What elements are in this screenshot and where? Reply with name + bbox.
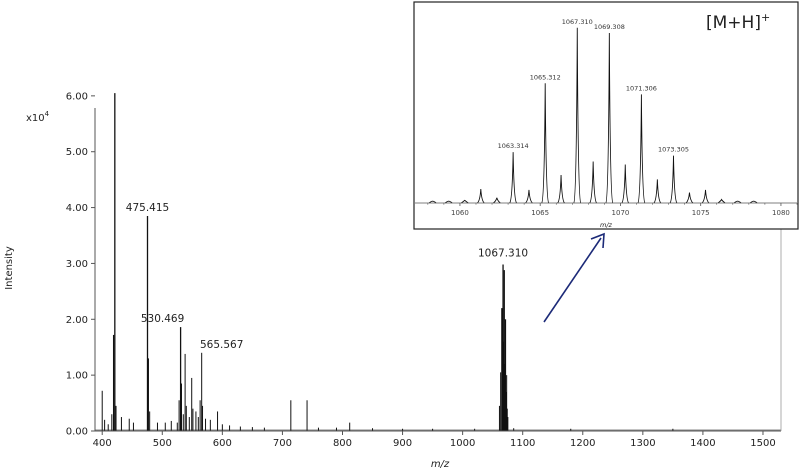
x-axis-title: m/z xyxy=(431,459,450,470)
inset-spectrum-peak xyxy=(685,192,694,204)
peak-label: 565.567 xyxy=(200,339,243,351)
arrow-head xyxy=(590,232,605,249)
inset-title: [M+H]+ xyxy=(706,11,770,33)
inset-x-tick-label: 1065 xyxy=(531,209,549,217)
inset-spectrum-peak xyxy=(541,83,550,204)
main-peak-labels: 475.415 530.469 565.567 1067.310 xyxy=(126,202,528,351)
y-tick-label: 6.00 xyxy=(66,91,88,102)
inset-spectrum-peak xyxy=(749,200,758,204)
inset-spectrum-peaks xyxy=(428,27,758,204)
inset-spectrum-peak xyxy=(653,179,662,204)
inset-isotope-plot: 1060 1065 1070 1075 1080 1063.3141065.312106… xyxy=(413,1,799,230)
inset-x-tick-label: 1080 xyxy=(772,209,790,217)
inset-spectrum-peak xyxy=(509,152,518,204)
peak-label: 475.415 xyxy=(126,202,169,214)
y-multiplier-exponent: 4 xyxy=(45,110,50,118)
inset-peak-label: 1069.308 xyxy=(594,23,625,31)
x-tick-label: 1400 xyxy=(690,438,715,449)
y-tick-label: 5.00 xyxy=(66,147,88,158)
y-axis-multiplier: x104 xyxy=(26,110,50,124)
x-tick-label: 600 xyxy=(213,438,232,449)
y-tick-label: 1.00 xyxy=(66,371,88,382)
main-spectrum-peaks xyxy=(101,93,674,431)
y-axis-title: Intensity xyxy=(4,246,15,290)
inset-spectrum-peak xyxy=(525,189,533,204)
inset-peak-label: 1073.305 xyxy=(658,146,689,154)
x-tick-label: 500 xyxy=(153,438,172,449)
arrow-shaft xyxy=(543,237,602,323)
inset-frame xyxy=(413,1,799,230)
inset-title-base: [M+H] xyxy=(706,13,761,33)
inset-spectrum-peak xyxy=(460,199,469,204)
x-tick-label: 1000 xyxy=(450,438,475,449)
inset-spectrum-peak xyxy=(637,94,646,204)
inset-spectrum-peak xyxy=(701,189,710,204)
peak-label: 1067.310 xyxy=(478,248,528,260)
x-tick-label: 1500 xyxy=(750,438,775,449)
y-tick-label: 2.00 xyxy=(66,315,88,326)
inset-x-axis-title: m/z xyxy=(600,221,613,229)
inset-spectrum-peak xyxy=(605,33,614,204)
peak-label: 530.469 xyxy=(141,313,184,325)
y-tick-label: 0.00 xyxy=(66,427,88,438)
inset-x-tick-label: 1070 xyxy=(612,209,630,217)
x-tick-label: 900 xyxy=(393,438,412,449)
inset-spectrum-peak xyxy=(621,164,630,204)
y-axis-ticks: 0.00 1.00 2.00 3.00 4.00 5.00 6.00 xyxy=(66,91,95,438)
inset-peak-label: 1063.314 xyxy=(498,142,529,150)
x-tick-label: 400 xyxy=(93,438,112,449)
inset-spectrum-peak xyxy=(589,161,598,204)
inset-spectrum-peak xyxy=(573,27,582,204)
inset-spectrum-peak xyxy=(733,200,742,204)
y-multiplier-base: x10 xyxy=(26,113,45,124)
x-tick-label: 800 xyxy=(333,438,352,449)
x-tick-label: 700 xyxy=(273,438,292,449)
y-tick-label: 3.00 xyxy=(66,259,88,270)
inset-spectrum-peak xyxy=(428,200,437,204)
inset-spectrum-peak xyxy=(717,198,726,204)
inset-peak-label: 1065.312 xyxy=(530,73,561,81)
inset-peak-label: 1071.306 xyxy=(626,84,657,92)
inset-title-superscript: + xyxy=(761,11,770,24)
x-tick-label: 1300 xyxy=(630,438,655,449)
zoom-arrow xyxy=(543,232,605,323)
inset-spectrum-peak xyxy=(444,200,453,204)
y-tick-label: 4.00 xyxy=(66,203,88,214)
inset-spectrum-peak xyxy=(476,188,485,204)
x-tick-label: 1100 xyxy=(510,438,535,449)
inset-spectrum-peak xyxy=(493,197,501,204)
main-spectrum-plot: Intensity x104 0.00 1.00 2.00 3.00 4.00 5.00 6… xyxy=(4,91,782,470)
inset-x-tick-label: 1075 xyxy=(692,209,710,217)
inset-x-tick-label: 1060 xyxy=(451,209,469,217)
inset-peak-label: 1067.310 xyxy=(562,18,593,26)
x-tick-label: 1200 xyxy=(570,438,595,449)
inset-spectrum-peak xyxy=(669,155,678,204)
x-axis-ticks: 400 500 600 700 800 900 1000 1100 1200 1300 1400 15… xyxy=(93,431,776,449)
inset-spectrum-peak xyxy=(557,174,565,204)
